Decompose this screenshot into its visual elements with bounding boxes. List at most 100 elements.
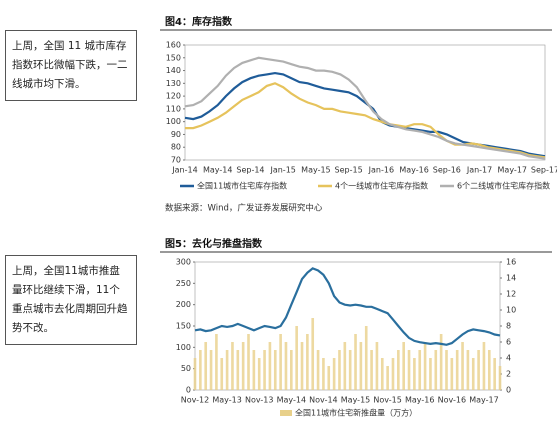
bar: [391, 358, 395, 390]
y-tick-label: 150: [176, 322, 191, 331]
chart-title: 图4：库存指数: [165, 15, 233, 28]
bar: [450, 358, 454, 390]
x-tick-label: Nov-12: [181, 396, 209, 405]
x-tick-label: Nov-13: [245, 396, 273, 405]
x-tick-label: Nov-16: [438, 396, 466, 405]
x-tick-label: May-16: [405, 396, 434, 405]
legend-label: 全国11城市住宅库存指数: [197, 181, 287, 191]
bar: [375, 342, 379, 390]
bar: [236, 350, 240, 390]
bar: [487, 350, 491, 390]
bar: [455, 350, 459, 390]
y-tick-label: 90: [171, 130, 181, 139]
x-tick-label: Jan-15: [269, 166, 295, 175]
x-tick-label: Nov-14: [309, 396, 337, 405]
y-tick-label: 150: [166, 53, 181, 62]
bar: [257, 358, 261, 390]
bar: [397, 350, 400, 390]
bar: [332, 358, 336, 390]
bar: [225, 350, 229, 390]
bar: [359, 342, 363, 390]
bar: [386, 366, 389, 390]
y-tick-label: 120: [166, 92, 181, 101]
bar: [466, 350, 470, 390]
y2-tick-label: 6: [506, 338, 511, 347]
bar: [418, 350, 422, 390]
x-tick-label: Jan-16: [368, 166, 394, 175]
bar: [204, 342, 208, 390]
y2-tick-label: 14: [506, 274, 516, 283]
x-tick-label: Sep-17: [531, 166, 557, 175]
bar: [338, 350, 341, 390]
y2-tick-label: 0: [506, 386, 511, 395]
y-tick-label: 0: [186, 386, 191, 395]
bar: [445, 350, 448, 390]
x-tick-label: May-15: [341, 396, 370, 405]
bar: [279, 334, 282, 390]
bar: [380, 358, 384, 390]
x-tick-label: May-17: [498, 166, 527, 175]
x-tick-label: Nov-15: [373, 396, 401, 405]
bar: [413, 358, 416, 390]
bar: [322, 358, 325, 390]
bar: [429, 358, 432, 390]
bar: [247, 334, 250, 390]
y-tick-label: 140: [166, 66, 181, 75]
legend-swatch: [280, 410, 292, 416]
legend-label: 全国11城市住宅新推盘量（万方）: [295, 408, 417, 418]
bar: [364, 326, 368, 390]
bar: [252, 350, 256, 390]
bar: [199, 350, 202, 390]
bar: [482, 342, 486, 390]
y2-tick-label: 8: [506, 322, 511, 331]
bar: [343, 342, 347, 390]
chart-title: 图5：去化与推盘指数: [165, 237, 263, 250]
bar: [423, 342, 427, 390]
legend-label: 6个二线城市住宅库存指数: [457, 181, 550, 191]
note: 上周，全国11城市推盘量环比继续下滑，11个重点城市去化周期回升趋势不改。: [5, 255, 137, 345]
x-tick-label: May-13: [212, 396, 241, 405]
bar: [306, 334, 309, 390]
y-tick-label: 300: [176, 258, 191, 267]
y-tick-label: 70: [171, 156, 181, 165]
x-tick-label: Sep-15: [335, 166, 363, 175]
y-tick-label: 130: [166, 79, 181, 88]
line: [185, 82, 546, 159]
plot-frame: [184, 44, 546, 161]
note: 上周，全国 11 城市库存指数环比微幅下跌，一二线城市均下滑。: [5, 30, 137, 101]
bar: [407, 350, 411, 390]
bar: [263, 350, 266, 390]
bar: [471, 358, 475, 390]
y-tick-label: 100: [166, 117, 181, 126]
y-tick-label: 200: [176, 300, 191, 309]
line: [184, 56, 546, 160]
y2-tick-label: 12: [506, 290, 516, 299]
bar: [300, 342, 304, 390]
y-tick-label: 50: [181, 364, 191, 373]
bar: [311, 318, 315, 390]
y2-tick-label: 10: [506, 306, 516, 315]
bar: [498, 366, 502, 390]
bar: [295, 326, 298, 390]
x-tick-label: Jan-17: [466, 166, 492, 175]
bar: [241, 342, 245, 390]
bar: [220, 358, 224, 390]
y-tick-label: 100: [176, 343, 191, 352]
y2-tick-label: 4: [506, 354, 511, 363]
bar: [284, 342, 288, 390]
bar: [316, 350, 320, 390]
bar: [290, 350, 293, 390]
x-tick-label: May-17: [469, 396, 498, 405]
bar: [402, 342, 405, 390]
y2-tick-label: 2: [506, 370, 511, 379]
bar: [215, 334, 218, 390]
source: 数据来源：Wind，广发证券发展研究中心: [165, 203, 323, 214]
legend-label: 4个一线城市住宅库存指数: [335, 181, 428, 191]
bar: [354, 334, 357, 390]
bar: [209, 350, 213, 390]
y-tick-label: 160: [166, 41, 181, 50]
x-tick-label: May-14: [277, 396, 306, 405]
x-tick-label: Sep-14: [236, 166, 264, 175]
